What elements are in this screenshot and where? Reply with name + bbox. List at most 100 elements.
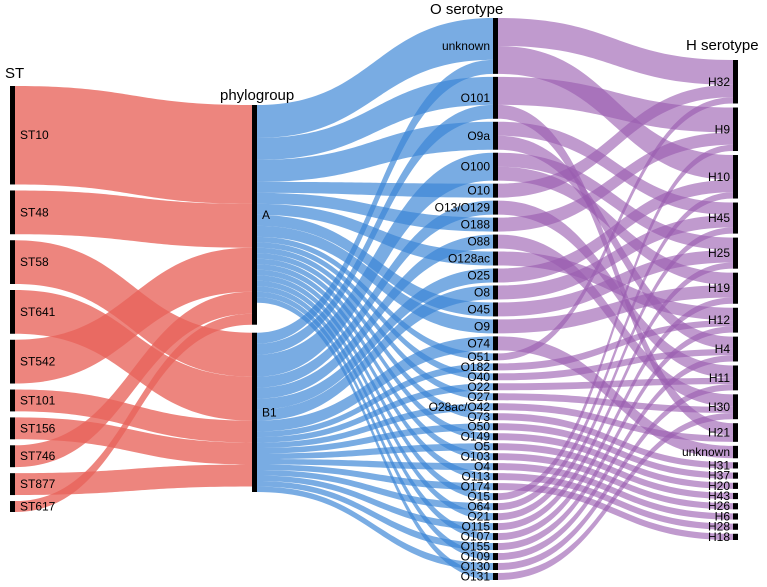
st-phylogroup-flows xyxy=(15,86,252,512)
flow-phylo-o-34 xyxy=(257,286,493,541)
o-node-bar-5 xyxy=(493,200,498,215)
h-node-bar-17 xyxy=(733,513,738,520)
h-node-label-8: H11 xyxy=(709,371,730,385)
flow-o-h-35 xyxy=(498,262,733,531)
flow-phylo-o-12 xyxy=(257,285,493,421)
h-node-bar-6 xyxy=(733,307,738,333)
flow-o-h-31 xyxy=(498,483,733,540)
o-node-bar-9 xyxy=(493,268,498,283)
axis-title-phylogroup: phylogroup xyxy=(220,87,294,104)
flow-st-phylo-4 xyxy=(15,247,252,384)
h-node-label-4: H25 xyxy=(708,246,730,260)
o-node-bar-15 xyxy=(493,363,498,371)
flow-o-h-19 xyxy=(498,320,733,371)
flow-o-h-8 xyxy=(498,84,733,198)
o-node-label-1: O101 xyxy=(461,91,491,105)
flow-o-h-6 xyxy=(498,152,733,251)
o-node-label-9: O25 xyxy=(467,268,490,282)
flow-phylo-o-4 xyxy=(257,121,493,182)
st-node-label-3: ST641 xyxy=(20,305,56,319)
flow-o-h-3 xyxy=(498,104,733,436)
o-node-label-24: O103 xyxy=(461,450,491,464)
o-node-label-18: O27 xyxy=(467,390,490,404)
o-h-flows xyxy=(498,18,733,580)
flow-phylo-o-20 xyxy=(257,247,493,401)
flow-phylo-o-0 xyxy=(257,18,493,138)
h-node-label-19: H18 xyxy=(708,530,730,544)
phylo-node-bar-0 xyxy=(252,105,257,325)
o-node-label-30: O21 xyxy=(467,510,490,524)
flow-phylo-o-10 xyxy=(257,203,493,266)
node-bars xyxy=(10,18,738,580)
o-node-label-32: O107 xyxy=(461,530,491,544)
axis-title-h-serotype: H serotype xyxy=(686,37,759,54)
st-node-label-9: ST617 xyxy=(20,500,56,514)
flow-phylo-o-28 xyxy=(257,269,493,481)
flow-phylo-o-1 xyxy=(257,59,493,344)
flow-phylo-o-2 xyxy=(257,76,493,160)
o-node-label-3: O100 xyxy=(461,160,491,174)
flow-o-h-28 xyxy=(498,453,733,510)
o-node-bar-0 xyxy=(493,18,498,74)
o-node-label-12: O9 xyxy=(474,319,490,333)
flow-o-h-25 xyxy=(498,423,733,479)
flow-o-h-36 xyxy=(498,297,733,541)
flow-phylo-o-29 xyxy=(257,464,493,491)
o-node-bar-6 xyxy=(493,217,498,232)
o-node-bar-28 xyxy=(493,493,498,501)
st-node-bar-6 xyxy=(10,417,15,440)
flow-o-h-0 xyxy=(498,18,733,85)
h-node-bar-9 xyxy=(733,394,738,420)
o-node-label-21: O50 xyxy=(467,420,490,434)
flow-o-h-5 xyxy=(498,135,733,350)
flow-o-h-14 xyxy=(498,214,733,300)
flow-o-h-33 xyxy=(498,192,733,511)
flow-st-phylo-7 xyxy=(15,291,252,468)
flow-o-h-38 xyxy=(498,355,733,561)
h-node-label-11: unknown xyxy=(682,445,730,459)
o-node-label-26: O113 xyxy=(462,470,491,484)
flow-phylo-o-33 xyxy=(257,475,493,531)
o-node-bar-36 xyxy=(493,573,498,580)
o-node-label-5: O13/O129 xyxy=(435,201,491,215)
node-labels: ST10 ST48 ST58 ST641 ST542 ST101 ST156 ST746 ST8… xyxy=(20,39,730,584)
o-node-label-7: O88 xyxy=(467,235,490,249)
o-node-label-19: O28ac/O42 xyxy=(429,400,491,414)
phylogroup-o-flows xyxy=(257,18,493,580)
st-node-label-5: ST101 xyxy=(20,393,56,407)
o-node-bar-31 xyxy=(493,523,498,531)
o-node-label-28: O15 xyxy=(467,490,490,504)
h-node-bar-15 xyxy=(733,492,738,500)
phylo-node-label-1: B1 xyxy=(262,405,277,419)
flow-phylo-o-38 xyxy=(257,297,493,580)
o-node-label-29: O64 xyxy=(467,500,490,514)
flow-st-phylo-0 xyxy=(15,86,252,204)
h-node-bar-19 xyxy=(733,533,738,540)
flow-phylo-o-16 xyxy=(257,236,493,361)
flow-phylo-o-6 xyxy=(257,181,493,198)
o-node-bar-12 xyxy=(493,319,498,334)
st-node-bar-5 xyxy=(10,389,15,412)
h-node-bar-4 xyxy=(733,237,738,269)
flow-phylo-o-26 xyxy=(257,264,493,461)
o-node-label-33: O155 xyxy=(461,540,491,554)
flow-phylo-o-22 xyxy=(257,253,493,421)
o-node-bar-34 xyxy=(493,553,498,561)
st-node-label-7: ST746 xyxy=(20,449,56,463)
o-node-label-13: O74 xyxy=(467,336,490,350)
o-node-bar-20 xyxy=(493,413,498,421)
h-node-label-15: H43 xyxy=(708,489,730,503)
flow-phylo-o-7 xyxy=(257,200,493,388)
h-node-bar-5 xyxy=(733,272,738,304)
h-node-label-17: H6 xyxy=(715,509,731,523)
o-node-bar-10 xyxy=(493,285,498,300)
o-node-bar-33 xyxy=(493,543,498,551)
o-node-bar-18 xyxy=(493,393,498,401)
flow-o-h-26 xyxy=(498,433,733,489)
o-node-label-22: O149 xyxy=(461,430,491,444)
flow-phylo-o-24 xyxy=(257,258,493,441)
flow-phylo-o-14 xyxy=(257,225,493,334)
h-node-label-0: H32 xyxy=(708,75,730,89)
axis-title-o-serotype: O serotype xyxy=(430,1,503,18)
